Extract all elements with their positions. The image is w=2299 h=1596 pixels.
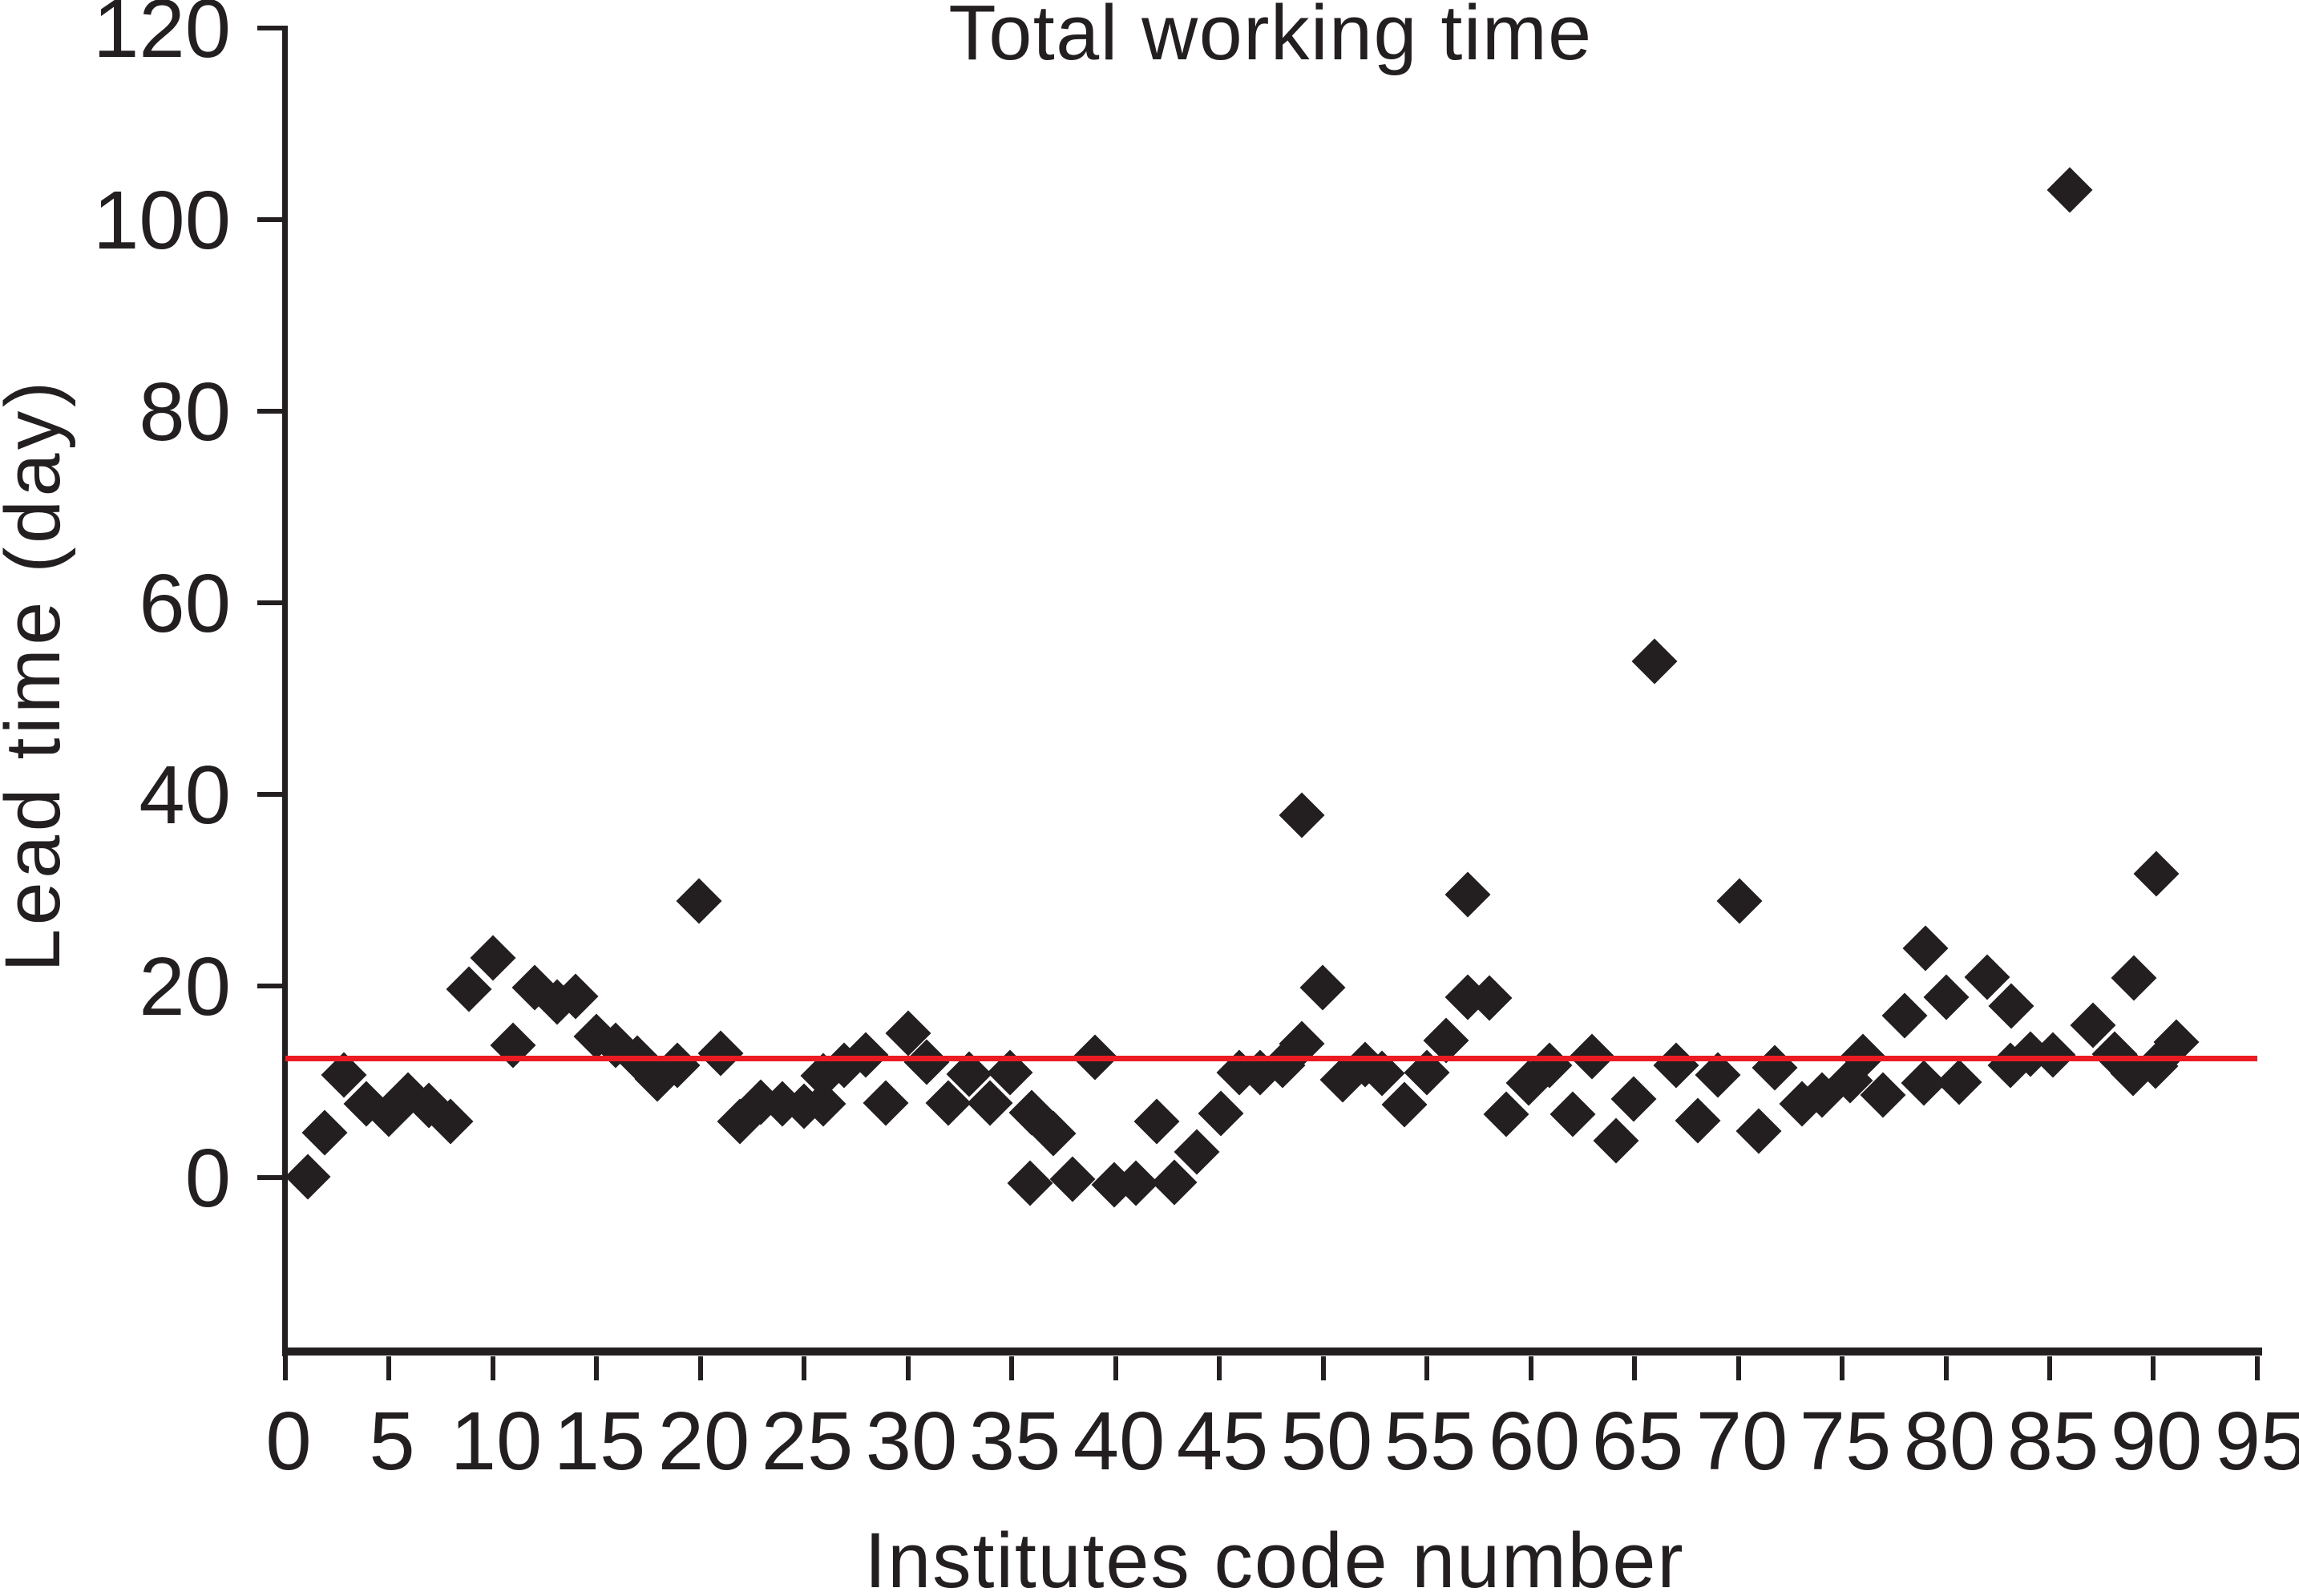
svg-text:60: 60	[1489, 1395, 1581, 1487]
svg-text:Lead time (day): Lead time (day)	[0, 378, 76, 972]
svg-text:75: 75	[1800, 1395, 1892, 1487]
svg-text:20: 20	[658, 1395, 750, 1487]
svg-text:70: 70	[1696, 1395, 1788, 1487]
svg-text:Total working time: Total working time	[948, 0, 1592, 76]
svg-text:Institutes code number: Institutes code number	[864, 1517, 1684, 1592]
svg-text:10: 10	[451, 1395, 543, 1487]
svg-text:80: 80	[139, 366, 231, 458]
svg-text:90: 90	[2111, 1395, 2203, 1487]
svg-text:25: 25	[762, 1395, 854, 1487]
svg-text:50: 50	[1281, 1395, 1373, 1487]
svg-text:100: 100	[93, 174, 231, 266]
svg-text:85: 85	[2007, 1395, 2099, 1487]
svg-text:20: 20	[139, 940, 231, 1032]
svg-text:35: 35	[969, 1395, 1061, 1487]
svg-text:5: 5	[369, 1395, 414, 1487]
svg-text:120: 120	[93, 0, 231, 75]
svg-text:0: 0	[185, 1132, 231, 1224]
svg-text:65: 65	[1592, 1395, 1684, 1487]
svg-text:60: 60	[139, 557, 231, 649]
svg-text:55: 55	[1384, 1395, 1477, 1487]
svg-text:0: 0	[265, 1395, 311, 1487]
svg-text:95: 95	[2215, 1395, 2299, 1487]
svg-text:45: 45	[1177, 1395, 1269, 1487]
svg-text:15: 15	[554, 1395, 646, 1487]
svg-text:40: 40	[1073, 1395, 1166, 1487]
svg-text:40: 40	[139, 749, 231, 841]
svg-text:80: 80	[1904, 1395, 1996, 1487]
svg-text:30: 30	[866, 1395, 958, 1487]
